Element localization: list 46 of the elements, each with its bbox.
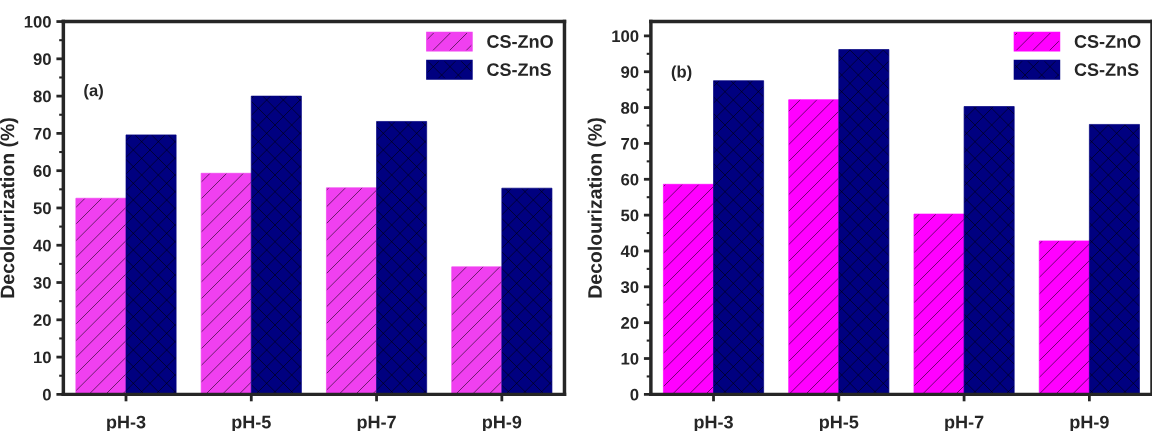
y-tick-label: 30 bbox=[620, 281, 639, 294]
y-tick-label: 50 bbox=[33, 202, 51, 215]
y-tick-label: 10 bbox=[34, 351, 51, 364]
y-tick-label: 90 bbox=[33, 53, 51, 66]
annotation: (b) bbox=[671, 65, 692, 81]
bar bbox=[125, 134, 177, 395]
y-tick-label: 70 bbox=[621, 137, 639, 150]
bar bbox=[501, 187, 553, 395]
annotation: (a) bbox=[84, 84, 103, 100]
bar bbox=[1089, 124, 1140, 395]
bar bbox=[663, 183, 714, 395]
legend-label: CS-ZnS bbox=[1074, 63, 1139, 77]
bar bbox=[250, 95, 302, 395]
bar bbox=[451, 266, 503, 395]
bar bbox=[788, 99, 840, 395]
y-tick-label: 70 bbox=[33, 127, 51, 140]
y-tick-label: 60 bbox=[621, 173, 639, 186]
y-tick-label: 80 bbox=[33, 90, 51, 103]
y-tick-label: 60 bbox=[33, 165, 51, 177]
y-tick-label: 20 bbox=[621, 317, 639, 329]
bar bbox=[913, 213, 965, 395]
y-tick-label: 0 bbox=[630, 388, 639, 401]
legend-label: CS-ZnO bbox=[487, 35, 553, 48]
bar bbox=[838, 49, 890, 395]
y-tick-label: 10 bbox=[621, 352, 639, 365]
bar bbox=[376, 121, 428, 395]
legend-label: CS-ZnS bbox=[487, 63, 551, 77]
y-tick-label: 90 bbox=[621, 66, 639, 78]
y-tick-label: 20 bbox=[33, 314, 51, 327]
y-tick-label: 100 bbox=[612, 30, 639, 43]
bar bbox=[1038, 240, 1090, 395]
y-tick-label: 40 bbox=[620, 245, 639, 258]
y-tick-label: 100 bbox=[24, 15, 51, 28]
bar bbox=[963, 106, 1015, 395]
y-axis-title: Decolourization (%) bbox=[0, 118, 19, 298]
bar bbox=[713, 80, 764, 395]
y-tick-label: 30 bbox=[33, 276, 51, 289]
y-axis-title: Decolourization (%) bbox=[587, 118, 606, 298]
legend-label: CS-ZnO bbox=[1074, 35, 1141, 48]
y-tick-label: 0 bbox=[42, 388, 51, 401]
bar bbox=[326, 187, 377, 395]
bar bbox=[75, 197, 127, 395]
y-tick-label: 50 bbox=[621, 209, 639, 222]
y-tick-label: 40 bbox=[33, 239, 51, 252]
bar bbox=[200, 172, 252, 395]
y-tick-label: 80 bbox=[621, 101, 639, 114]
